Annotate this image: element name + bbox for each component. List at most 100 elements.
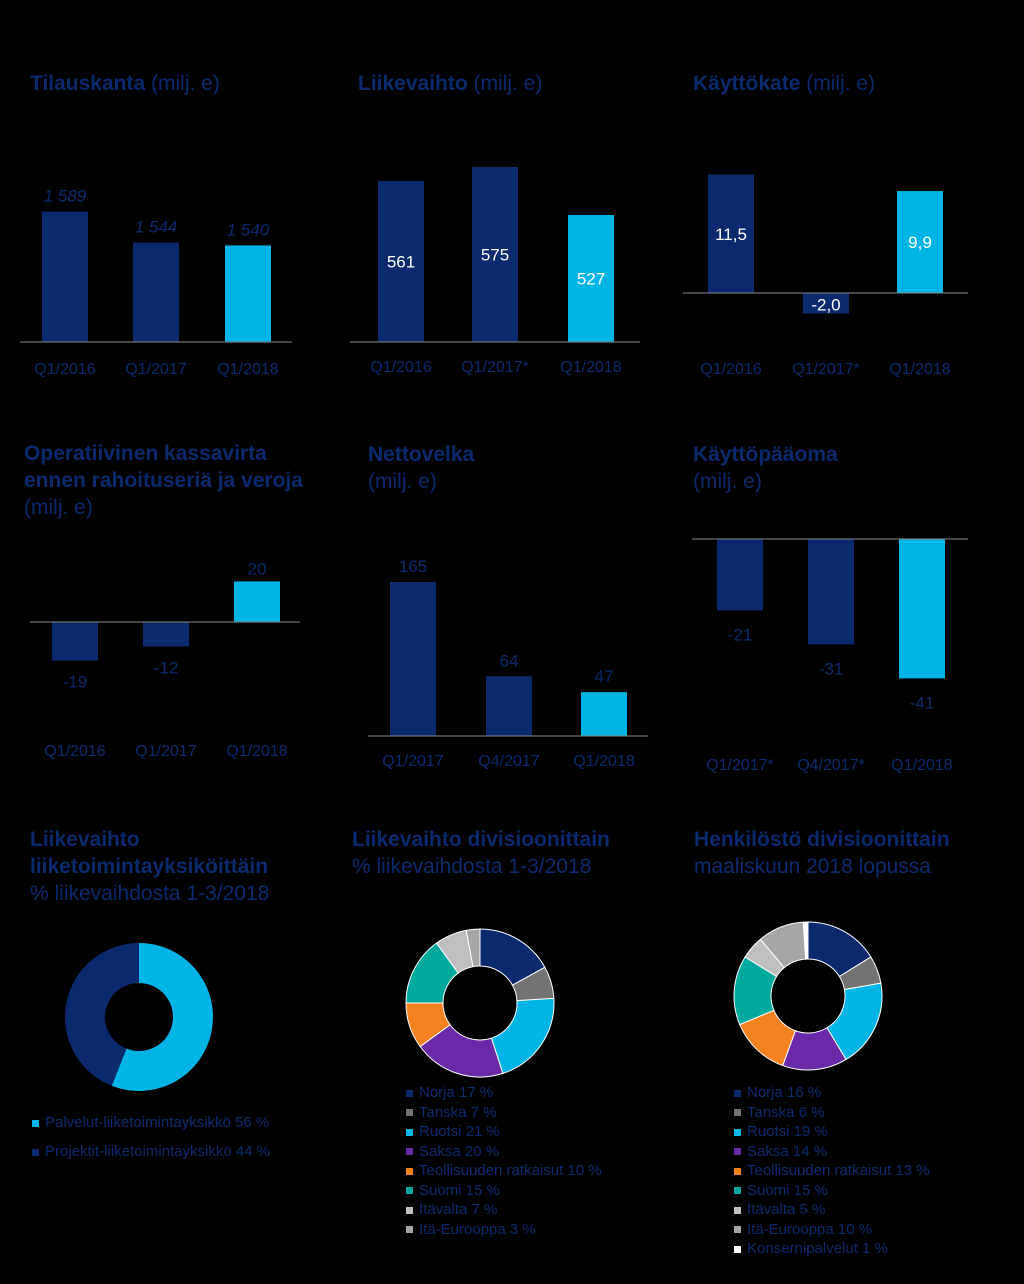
kassavirta-bar-1 bbox=[52, 622, 98, 661]
lv_yksikot-slice-1 bbox=[111, 943, 213, 1091]
nettovelka-category-label-3: Q1/2018 bbox=[573, 753, 634, 770]
kayttopaaoma-value-label-3: -41 bbox=[910, 693, 935, 712]
liikevaihto-category-label-3: Q1/2018 bbox=[560, 359, 621, 376]
tilauskanta-bar-3 bbox=[225, 245, 271, 342]
lv_divisioonat-legend-item-5: Teollisuuden ratkaisut 10 % bbox=[406, 1161, 602, 1181]
nettovelka-bar-2 bbox=[486, 676, 532, 736]
henkilosto-legend-item-9: Konsernipalvelut 1 % bbox=[734, 1239, 930, 1259]
liikevaihto-value-label-2: 575 bbox=[481, 246, 509, 265]
henkilosto-title: Henkilöstö divisioonittain maaliskuun 20… bbox=[694, 828, 950, 878]
nettovelka-value-label-3: 47 bbox=[595, 667, 614, 686]
liikevaihto-category-label-1: Q1/2016 bbox=[370, 359, 431, 376]
lv-divisioonat-legend: Norja 17 % Tanska 7 % Ruotsi 21 % Saksa 20 … bbox=[406, 1083, 602, 1239]
lv_divisioonat-legend-item-3: Ruotsi 21 % bbox=[406, 1122, 602, 1142]
kayttopaaoma-category-label-3: Q1/2018 bbox=[891, 757, 952, 774]
kayttopaaoma-bar-2 bbox=[808, 539, 854, 645]
lv_divisioonat-legend-item-4: Saksa 20 % bbox=[406, 1142, 602, 1162]
lv-divisioonat-title: Liikevaihto divisioonittain % liikevaihd… bbox=[352, 828, 610, 878]
kayttopaaoma-category-label-1: Q1/2017* bbox=[706, 757, 774, 774]
kayttopaaoma-title: Käyttöpääoma (milj. e) bbox=[693, 443, 838, 493]
nettovelka-category-label-1: Q1/2017 bbox=[382, 753, 443, 770]
legend-label: Teollisuuden ratkaisut 13 % bbox=[747, 1162, 930, 1179]
kayttokate-bar-2 bbox=[803, 293, 849, 314]
liikevaihto-value-label-1: 561 bbox=[387, 253, 415, 272]
kassavirta-value-label-2: -12 bbox=[154, 658, 179, 677]
kayttokate-category-label-3: Q1/2018 bbox=[889, 361, 950, 378]
henkilosto-legend-item-4: Saksa 14 % bbox=[734, 1142, 930, 1162]
legend-label: Itävalta 5 % bbox=[747, 1201, 826, 1218]
legend-label: Itävalta 7 % bbox=[419, 1201, 498, 1218]
legend-swatch bbox=[734, 1167, 741, 1175]
legend-swatch bbox=[734, 1089, 741, 1097]
lv_divisioonat-slice-3 bbox=[490, 997, 555, 1075]
kayttopaaoma-bar-1 bbox=[717, 539, 763, 611]
kayttopaaoma-category-label-2: Q4/2017* bbox=[797, 757, 865, 774]
lv-yksikot-legend: Palvelut-liiketoimintayksikkö 56 % Projek… bbox=[32, 1108, 270, 1166]
tilauskanta-title: Tilauskanta (milj. e) bbox=[30, 72, 220, 95]
kayttokate-title: Käyttökate (milj. e) bbox=[693, 72, 876, 95]
lv_divisioonat-legend-item-8: Itä-Eurooppa 3 % bbox=[406, 1220, 602, 1240]
lv_yksikot-slice-2 bbox=[64, 943, 139, 1086]
legend-swatch bbox=[734, 1226, 741, 1234]
henkilosto-legend-item-5: Teollisuuden ratkaisut 13 % bbox=[734, 1161, 930, 1181]
kassavirta-category-label-1: Q1/2016 bbox=[44, 743, 105, 760]
legend-swatch bbox=[406, 1226, 413, 1234]
lv_divisioonat-legend-item-6: Suomi 15 % bbox=[406, 1181, 602, 1201]
legend-swatch bbox=[406, 1148, 413, 1156]
legend-label: Itä-Eurooppa 3 % bbox=[419, 1220, 536, 1238]
liikevaihto-category-label-2: Q1/2017* bbox=[461, 359, 529, 376]
liikevaihto-value-label-3: 527 bbox=[577, 270, 605, 289]
legend-swatch bbox=[406, 1187, 413, 1195]
legend-swatch bbox=[32, 1148, 39, 1156]
nettovelka-bar-1 bbox=[390, 582, 436, 736]
legend-swatch bbox=[406, 1109, 413, 1117]
legend-swatch bbox=[734, 1109, 741, 1117]
legend-swatch bbox=[406, 1206, 413, 1214]
liikevaihto-bar-1 bbox=[378, 181, 424, 342]
legend-label: Saksa 14 % bbox=[747, 1142, 828, 1160]
kassavirta-title: Operatiivinen kassavirta ennen rahoituse… bbox=[24, 442, 303, 519]
legend-label: Projektit-liiketoimintayksikkö 44 % bbox=[45, 1143, 271, 1160]
legend-label: Itä-Eurooppa 10 % bbox=[747, 1220, 873, 1238]
liikevaihto-bar-2 bbox=[472, 167, 518, 342]
legend-swatch bbox=[734, 1128, 741, 1136]
legend-label: Norja 17 % bbox=[419, 1084, 494, 1101]
kayttokate-value-label-1: 11,5 bbox=[715, 225, 747, 244]
lv_divisioonat-slice-8 bbox=[465, 928, 481, 968]
legend-label: Palvelut-liiketoimintayksikkö 56 % bbox=[45, 1114, 270, 1131]
liikevaihto-bar-3 bbox=[568, 215, 614, 342]
tilauskanta-bar-2 bbox=[133, 242, 179, 342]
nettovelka-title: Nettovelka (milj. e) bbox=[368, 443, 475, 493]
henkilosto-legend: Norja 16 % Tanska 6 % Ruotsi 19 % Saksa 14 … bbox=[734, 1083, 930, 1259]
nettovelka-bar-3 bbox=[581, 692, 627, 736]
liikevaihto-title: Liikevaihto (milj. e) bbox=[358, 72, 543, 95]
tilauskanta-value-label-1: 1 589 bbox=[44, 187, 87, 206]
legend-label: Konsernipalvelut 1 % bbox=[747, 1240, 888, 1257]
kayttopaaoma-value-label-2: -31 bbox=[819, 659, 844, 678]
kassavirta-bar-2 bbox=[143, 622, 189, 647]
tilauskanta-category-label-2: Q1/2017 bbox=[125, 361, 186, 378]
tilauskanta-category-label-1: Q1/2016 bbox=[34, 361, 95, 378]
kayttopaaoma-value-label-1: -21 bbox=[728, 625, 753, 644]
lv_divisioonat-legend-item-1: Norja 17 % bbox=[406, 1083, 602, 1103]
lv_yksikot-legend-item-1: Palvelut-liiketoimintayksikkö 56 % bbox=[32, 1108, 270, 1137]
henkilosto-legend-item-2: Tanska 6 % bbox=[734, 1103, 930, 1123]
lv-yksikot-title: Liikevaihto liiketoimintayksiköittäin % … bbox=[30, 828, 270, 905]
tilauskanta-value-label-3: 1 540 bbox=[227, 220, 270, 239]
legend-label: Norja 16 % bbox=[747, 1084, 822, 1101]
kassavirta-category-label-2: Q1/2017 bbox=[135, 743, 196, 760]
kassavirta-bar-3 bbox=[234, 581, 280, 622]
legend-swatch bbox=[734, 1206, 741, 1214]
nettovelka-value-label-1: 165 bbox=[399, 557, 427, 576]
nettovelka-category-label-2: Q4/2017 bbox=[478, 753, 539, 770]
henkilosto-legend-item-8: Itä-Eurooppa 10 % bbox=[734, 1220, 930, 1240]
lv_yksikot-legend-item-2: Projektit-liiketoimintayksikkö 44 % bbox=[32, 1137, 270, 1166]
legend-label: Teollisuuden ratkaisut 10 % bbox=[419, 1162, 602, 1179]
lv_divisioonat-legend-item-7: Itävalta 7 % bbox=[406, 1200, 602, 1220]
tilauskanta-bar-1 bbox=[42, 211, 88, 342]
henkilosto-legend-item-6: Suomi 15 % bbox=[734, 1181, 930, 1201]
legend-swatch bbox=[406, 1128, 413, 1136]
kayttokate-bar-1 bbox=[708, 174, 754, 293]
kayttopaaoma-bar-3 bbox=[899, 539, 945, 679]
